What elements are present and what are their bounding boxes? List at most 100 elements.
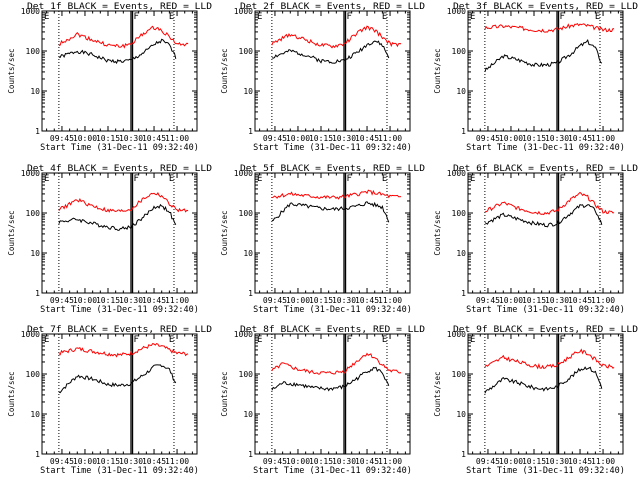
series-lld xyxy=(58,343,189,358)
x-axis-label: Start Time (31-Dec-11 09:32:40) xyxy=(253,143,412,153)
x-axis-label: Start Time (31-Dec-11 09:32:40) xyxy=(253,466,412,476)
panel-title: Det 1f BLACK = Events, RED = LLD xyxy=(27,2,212,12)
y-tick-label: 1000 xyxy=(21,330,40,339)
panel-det-4: Det 4f BLACK = Events, RED = LLD 1 10 100 10… xyxy=(7,164,212,315)
x-tick-label: 11:00 xyxy=(378,134,402,143)
y-tick-label: 10 xyxy=(456,249,466,258)
panel-det-6: Det 6f BLACK = Events, RED = LLD 1 10 100 10… xyxy=(433,164,638,315)
x-axis-label: Start Time (31-Dec-11 09:32:40) xyxy=(253,305,412,315)
series-lld xyxy=(484,23,615,33)
y-tick-label: 1000 xyxy=(234,7,253,16)
x-axis-label: Start Time (31-Dec-11 09:32:40) xyxy=(40,466,199,476)
panel-det-1: Det 1f BLACK = Events, RED = LLD 1 10 100 10… xyxy=(7,2,212,153)
series-lld xyxy=(58,25,189,49)
y-tick-label: 10 xyxy=(30,249,40,258)
x-tick-label: 09:45 xyxy=(476,457,500,466)
y-tick-label: 1 xyxy=(248,450,253,459)
y-axis-label: Counts/sec xyxy=(7,210,16,255)
series-events xyxy=(271,40,390,64)
y-tick-label: 1000 xyxy=(234,169,253,178)
plot-frame xyxy=(41,172,198,294)
marker-label: E xyxy=(169,335,174,345)
y-tick-label: 10 xyxy=(243,87,253,96)
y-tick-label: 1 xyxy=(35,127,40,136)
x-tick-label: 09:45 xyxy=(476,296,500,305)
y-tick-label: 1000 xyxy=(447,169,466,178)
panel-title: Det 4f BLACK = Events, RED = LLD xyxy=(27,164,212,174)
marker-label: F xyxy=(134,12,139,22)
x-tick-label: 11:00 xyxy=(165,296,189,305)
series-events xyxy=(58,364,177,394)
y-tick-label: 100 xyxy=(26,370,41,379)
y-tick-label: 100 xyxy=(26,209,41,218)
marker-label: F xyxy=(347,174,352,184)
x-tick-label: 10:15 xyxy=(96,134,120,143)
x-tick-label: 09:45 xyxy=(50,134,74,143)
marker-label: F xyxy=(347,12,352,22)
x-tick-label: 10:45 xyxy=(355,457,379,466)
series-events xyxy=(484,203,603,228)
series-events xyxy=(58,203,177,231)
x-tick-label: 11:00 xyxy=(591,296,615,305)
x-tick-label: 10:00 xyxy=(73,134,97,143)
marker-label: E xyxy=(44,12,49,22)
x-axis-label: Start Time (31-Dec-11 09:32:40) xyxy=(40,143,199,153)
panel-title: Det 2f BLACK = Events, RED = LLD xyxy=(240,2,425,12)
x-tick-label: 10:30 xyxy=(545,134,569,143)
y-axis-label: Counts/sec xyxy=(220,48,229,93)
y-tick-label: 10 xyxy=(456,410,466,419)
x-tick-label: 11:00 xyxy=(591,457,615,466)
marker-label: E xyxy=(257,335,262,345)
x-tick-label: 10:45 xyxy=(568,457,592,466)
marker-label: E xyxy=(595,12,600,22)
y-tick-label: 10 xyxy=(243,249,253,258)
x-tick-label: 10:30 xyxy=(332,296,356,305)
x-tick-label: 10:15 xyxy=(309,134,333,143)
x-tick-label: 09:45 xyxy=(50,296,74,305)
y-axis-label: Counts/sec xyxy=(220,371,229,416)
x-axis-label: Start Time (31-Dec-11 09:32:40) xyxy=(466,143,625,153)
panel-det-9: Det 9f BLACK = Events, RED = LLD 1 10 100 10… xyxy=(433,325,638,476)
x-tick-label: 10:15 xyxy=(309,296,333,305)
marker-label: E xyxy=(257,174,262,184)
x-tick-label: 09:45 xyxy=(263,457,287,466)
x-tick-label: 09:45 xyxy=(263,296,287,305)
marker-label: E xyxy=(169,12,174,22)
x-tick-label: 10:30 xyxy=(119,457,143,466)
y-axis-label: Counts/sec xyxy=(7,48,16,93)
x-tick-label: 11:00 xyxy=(165,134,189,143)
plot-frame xyxy=(254,172,411,294)
x-tick-label: 10:45 xyxy=(355,296,379,305)
x-tick-label: 10:15 xyxy=(309,457,333,466)
x-axis-label: Start Time (31-Dec-11 09:32:40) xyxy=(466,305,625,315)
x-tick-label: 09:45 xyxy=(476,134,500,143)
series-lld xyxy=(484,348,615,370)
y-tick-label: 100 xyxy=(26,47,41,56)
x-tick-label: 10:15 xyxy=(522,134,546,143)
x-tick-label: 10:30 xyxy=(119,134,143,143)
y-axis-label: Counts/sec xyxy=(433,371,442,416)
y-tick-label: 1 xyxy=(248,289,253,298)
x-tick-label: 10:00 xyxy=(499,457,523,466)
panel-det-8: Det 8f BLACK = Events, RED = LLD 1 10 100 10… xyxy=(220,325,425,476)
y-tick-label: 1000 xyxy=(447,330,466,339)
y-tick-label: 100 xyxy=(452,370,467,379)
x-tick-label: 10:00 xyxy=(73,296,97,305)
x-tick-label: 10:45 xyxy=(568,296,592,305)
plot-frame xyxy=(254,10,411,132)
x-tick-label: 10:45 xyxy=(142,457,166,466)
marker-label: E xyxy=(257,12,262,22)
y-tick-label: 1 xyxy=(248,127,253,136)
y-tick-label: 10 xyxy=(243,410,253,419)
marker-label: E xyxy=(44,174,49,184)
x-tick-label: 10:30 xyxy=(545,296,569,305)
plot-frame xyxy=(467,172,624,294)
x-tick-label: 10:00 xyxy=(499,296,523,305)
y-tick-label: 1 xyxy=(35,289,40,298)
marker-label: F xyxy=(560,12,565,22)
marker-label: F xyxy=(560,335,565,345)
marker-label: E xyxy=(382,335,387,345)
series-events xyxy=(271,201,390,223)
y-tick-label: 1000 xyxy=(21,169,40,178)
